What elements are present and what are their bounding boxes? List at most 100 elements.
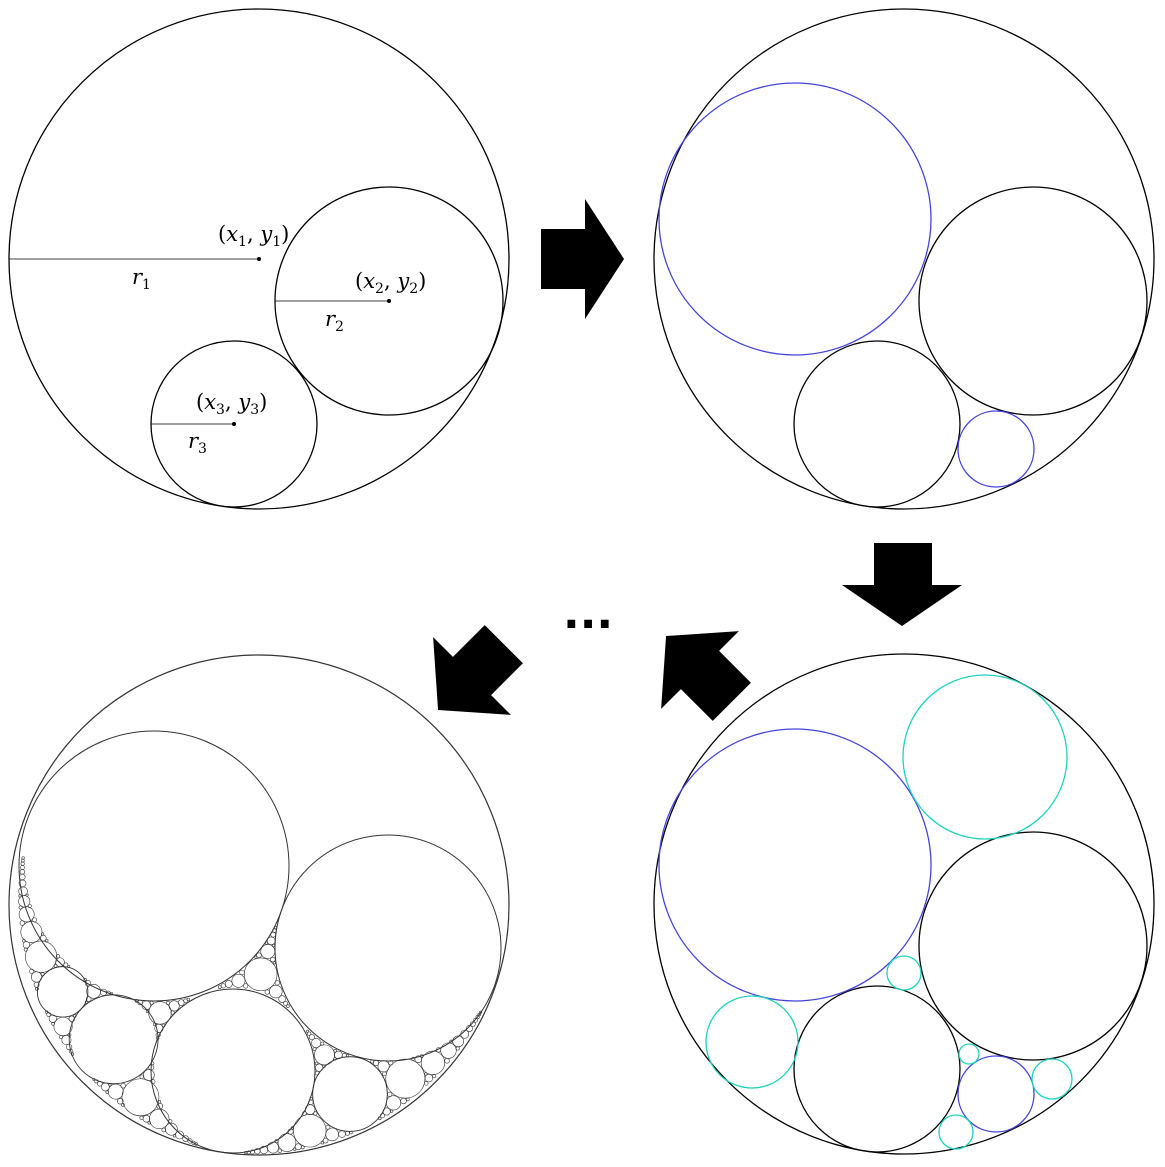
gasket-circle (370, 1059, 374, 1064)
arrow-right-icon (541, 199, 624, 319)
arrow-down-left-icon (433, 625, 523, 715)
gasket-circle (145, 1009, 150, 1013)
panel-initial-configuration: (x1, y1) (x2, y2) (x3, y3) r1 r2 r3 (8, 8, 510, 510)
gasket-circle (411, 1056, 416, 1061)
gasket-circle (455, 1046, 460, 1051)
gasket-circle (470, 1021, 476, 1027)
gasket-circle (274, 980, 280, 986)
gasket-circle (61, 1035, 72, 1045)
gasket-circle (349, 1130, 353, 1135)
gasket-circle (45, 1010, 49, 1014)
gasket-circle (239, 969, 245, 976)
arrow-down-icon (842, 543, 962, 626)
gasket-circle (161, 1127, 166, 1133)
gasket-circle (23, 947, 28, 952)
gasket-circle (36, 966, 89, 1018)
gasket-circle (92, 1078, 96, 1082)
gasket-circle (143, 1069, 155, 1081)
gasket-circle (168, 1119, 173, 1124)
gasket-circle (194, 1142, 198, 1146)
gasket-circle (420, 1054, 424, 1058)
gasket-circle (182, 1135, 189, 1142)
gen2-circle-mid (886, 955, 922, 991)
gasket-circle (51, 1022, 55, 1026)
gasket-circle (373, 1060, 380, 1066)
gasket-circle (150, 988, 316, 1154)
gasket-circle (300, 1145, 305, 1150)
gasket-circle (314, 1061, 319, 1066)
gasket-circle (315, 1070, 320, 1076)
gasket-circle (277, 1133, 297, 1152)
gasket-circle (400, 1097, 407, 1105)
gasket-circle (147, 1121, 151, 1125)
new-circle-large (658, 82, 932, 356)
gasket-circle (120, 1083, 126, 1089)
gasket-circle (345, 1130, 350, 1136)
gasket-circle (8, 654, 510, 1156)
gasket-circle (153, 1022, 157, 1027)
gasket-circle (67, 964, 71, 968)
gasket-circle (68, 1049, 74, 1054)
label-radius-2: r2 (325, 307, 344, 335)
gasket-circle (254, 955, 258, 959)
gasket-circle (243, 983, 249, 989)
gasket-circle (256, 952, 262, 958)
gasket-circle (313, 1111, 318, 1116)
gasket-circle (108, 1083, 112, 1087)
gasket-circle (308, 1034, 315, 1041)
gasket-circle (18, 894, 22, 898)
gasket-circle (320, 1041, 325, 1046)
gasket-circle (25, 940, 58, 973)
label-center-1: (x1, y1) (218, 222, 289, 250)
gasket-circle (272, 961, 276, 965)
gasket-circle (19, 869, 26, 875)
gasket-circle (266, 936, 276, 946)
gasket-circle (165, 1000, 171, 1006)
gasket-circle (121, 1078, 160, 1117)
gasket-circle (444, 1058, 450, 1064)
gasket-circle (224, 980, 233, 988)
gasket-circle (312, 1047, 317, 1051)
gasket-circle (97, 1080, 103, 1087)
gasket-circle (29, 968, 35, 974)
gasket-circle (27, 904, 32, 908)
gasket-circle (53, 1016, 73, 1036)
gasket-circle (435, 1047, 442, 1053)
circle-large-right (918, 186, 1148, 416)
gasket-circle (286, 1004, 290, 1008)
gasket-circle (46, 1012, 52, 1017)
gasket-circle (73, 1014, 77, 1018)
gasket-circle (41, 932, 45, 936)
gasket-circle (86, 984, 101, 999)
gasket-circle (260, 944, 276, 959)
gasket-circle (475, 1015, 480, 1020)
center-point-1 (257, 257, 261, 261)
gasket-circle (101, 1082, 110, 1092)
gasket-circle (25, 893, 29, 897)
gasket-circle (264, 941, 269, 945)
gasket-circle (272, 928, 277, 933)
gasket-circle (379, 1113, 386, 1119)
gasket-circle (264, 989, 270, 995)
gasket-circle (84, 980, 92, 987)
label-center-3: (x3, y3) (196, 390, 267, 418)
gasket-circle (382, 1071, 387, 1077)
gasket-circle (67, 1033, 72, 1037)
gasket-circle (315, 1063, 324, 1072)
gasket-circle (274, 1139, 279, 1144)
gen1-circle-small (957, 1055, 1035, 1133)
gasket-circle (322, 1064, 326, 1068)
gasket-circle (278, 995, 286, 1003)
gasket-circle (149, 1000, 154, 1005)
gasket-circle (420, 1050, 445, 1075)
gasket-circle (177, 999, 185, 1006)
gasket-circle (312, 1056, 388, 1132)
gasket-circle (333, 1049, 338, 1053)
gasket-circle (449, 1039, 454, 1044)
gasket-circle (84, 1000, 89, 1004)
gasket-circle (18, 730, 290, 1002)
gasket-circle (320, 1141, 324, 1145)
gasket-circle (18, 905, 23, 910)
outer-circle (653, 8, 1155, 510)
gasket-circle (283, 1000, 289, 1006)
